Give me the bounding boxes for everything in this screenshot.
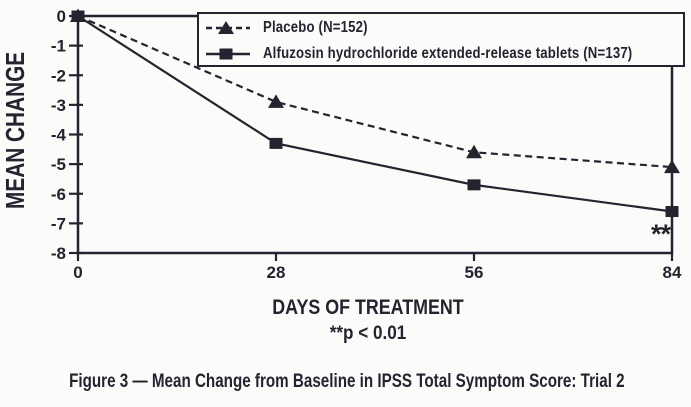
x-tick-label: 56 (465, 263, 484, 282)
figure-caption: Figure 3 — Mean Change from Baseline in … (69, 371, 625, 392)
y-tick-label: -4 (51, 126, 67, 145)
y-tick-label: -6 (51, 185, 66, 204)
marker-triangle (664, 159, 680, 174)
legend-label-placebo: Placebo (N=152) (263, 18, 368, 36)
marker-square (269, 137, 283, 149)
series-line-0 (77, 14, 673, 169)
y-tick-label: 0 (57, 7, 66, 26)
solid-line-square-marker-icon (206, 48, 250, 59)
plot-canvas: 0 -1 -2 -3 -4 -5 -6 -7 -8 0 28 56 84 (51, 7, 682, 282)
y-tick-label: -1 (51, 37, 66, 56)
series-line-1 (77, 15, 673, 213)
x-tick-label: 0 (73, 263, 82, 282)
x-axis-title: DAYS OF TREATMENT (272, 296, 464, 319)
y-axis-title: MEAN CHANGE (0, 51, 30, 210)
legend: Placebo (N=152) Alfuzosin hydrochloride … (197, 12, 685, 67)
marker-square (71, 10, 85, 22)
significance-asterisks: ** (650, 219, 671, 249)
y-tick-label: -2 (51, 66, 66, 85)
marker-square (665, 206, 679, 218)
y-tick-label: -5 (51, 155, 66, 174)
x-tick-label: 84 (663, 263, 682, 282)
legend-item-placebo: Placebo (N=152) (206, 18, 683, 38)
legend-label-alfuzosin: Alfuzosin hydrochloride extended-release… (263, 44, 633, 62)
dashed-line-triangle-marker-icon (206, 20, 250, 34)
y-tick-label: -8 (51, 244, 66, 263)
marker-square (467, 179, 481, 191)
p-value-footnote: **p < 0.01 (329, 323, 407, 344)
marker-triangle (466, 144, 482, 159)
y-tick-label: -3 (51, 96, 66, 115)
y-tick-label: -7 (51, 214, 66, 233)
marker-triangle (268, 94, 284, 108)
legend-item-alfuzosin: Alfuzosin hydrochloride extended-release… (206, 44, 683, 64)
x-tick-label: 28 (267, 263, 286, 282)
